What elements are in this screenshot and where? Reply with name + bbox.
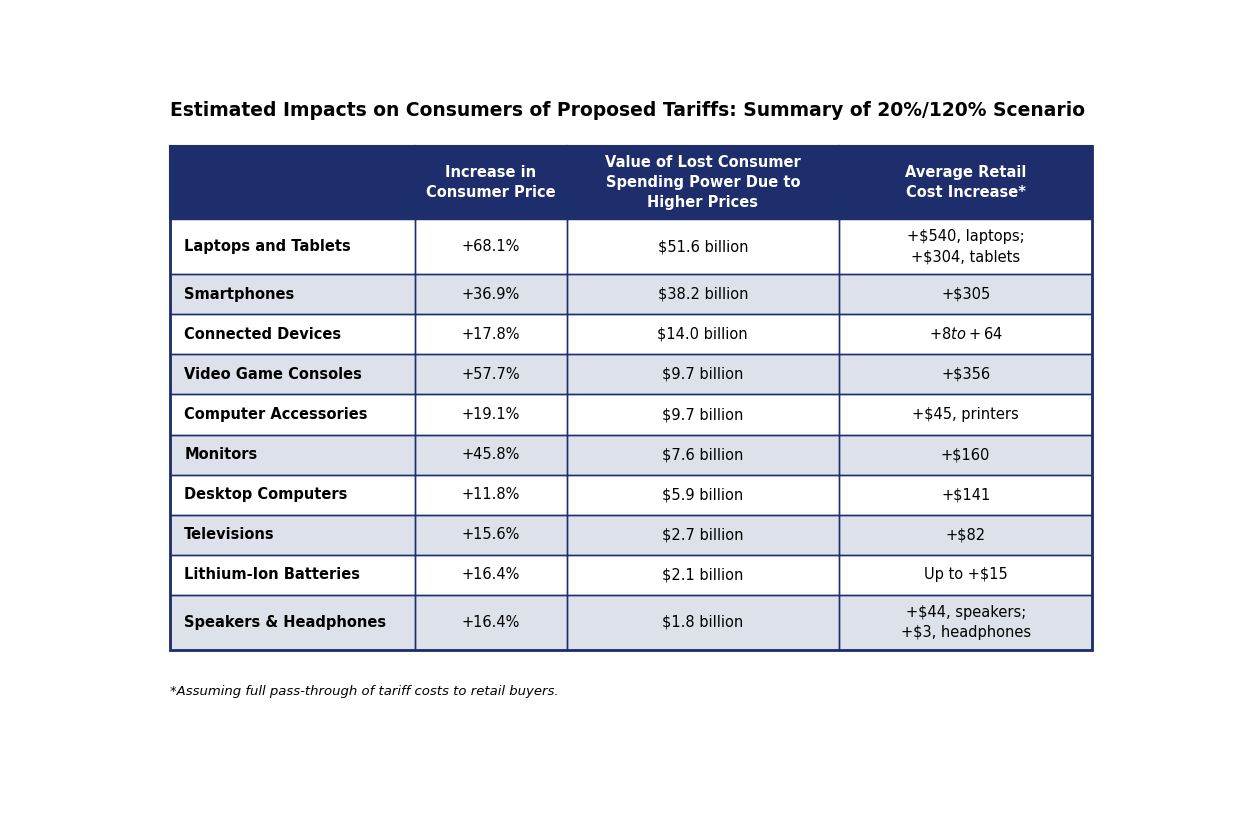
Text: $14.0 billion: $14.0 billion — [658, 327, 748, 342]
Bar — [415, 435, 566, 475]
Bar — [566, 315, 839, 355]
Bar — [839, 435, 1092, 475]
Text: $5.9 billion: $5.9 billion — [662, 487, 744, 502]
Text: Estimated Impacts on Consumers of Proposed Tariffs: Summary of 20%/120% Scenario: Estimated Impacts on Consumers of Propos… — [170, 101, 1085, 120]
Bar — [839, 395, 1092, 435]
Bar — [839, 315, 1092, 355]
Text: $9.7 billion: $9.7 billion — [662, 367, 744, 382]
Bar — [566, 595, 839, 650]
Text: Connected Devices: Connected Devices — [184, 327, 341, 342]
Bar — [839, 275, 1092, 315]
Bar — [839, 515, 1092, 555]
Text: Smartphones: Smartphones — [184, 287, 295, 302]
Text: +$44, speakers;
+$3, headphones: +$44, speakers; +$3, headphones — [900, 605, 1031, 640]
Text: *Assuming full pass-through of tariff costs to retail buyers.: *Assuming full pass-through of tariff co… — [170, 685, 559, 698]
Bar — [566, 515, 839, 555]
Text: Desktop Computers: Desktop Computers — [184, 487, 348, 502]
Text: +36.9%: +36.9% — [461, 287, 520, 302]
Text: Monitors: Monitors — [184, 447, 258, 462]
Bar — [170, 395, 415, 435]
Text: $1.8 billion: $1.8 billion — [662, 615, 744, 630]
Bar — [415, 555, 566, 595]
Bar — [170, 475, 415, 515]
Text: Lithium-Ion Batteries: Lithium-Ion Batteries — [184, 567, 360, 583]
Bar — [415, 395, 566, 435]
Text: +17.8%: +17.8% — [461, 327, 520, 342]
Text: +$141: +$141 — [941, 487, 990, 502]
Text: $7.6 billion: $7.6 billion — [662, 447, 744, 462]
Text: Televisions: Televisions — [184, 527, 275, 542]
Bar — [415, 355, 566, 395]
Bar — [566, 275, 839, 315]
Bar — [839, 555, 1092, 595]
Bar — [566, 555, 839, 595]
Text: $2.7 billion: $2.7 billion — [662, 527, 744, 542]
Text: +68.1%: +68.1% — [461, 239, 520, 254]
Text: Value of Lost Consumer
Spending Power Due to
Higher Prices: Value of Lost Consumer Spending Power Du… — [605, 155, 801, 210]
Text: Up to +$15: Up to +$15 — [924, 567, 1008, 583]
Bar — [170, 219, 415, 275]
Text: +11.8%: +11.8% — [461, 487, 520, 502]
Text: +16.4%: +16.4% — [461, 615, 520, 630]
Text: +19.1%: +19.1% — [461, 407, 520, 422]
Text: +$356: +$356 — [941, 367, 990, 382]
Bar — [566, 219, 839, 275]
Bar — [415, 595, 566, 650]
Text: Video Game Consoles: Video Game Consoles — [184, 367, 362, 382]
Bar — [566, 145, 839, 219]
Bar — [566, 355, 839, 395]
Bar — [566, 395, 839, 435]
Text: Speakers & Headphones: Speakers & Headphones — [184, 615, 386, 630]
Text: +$82: +$82 — [945, 527, 986, 542]
Text: Laptops and Tablets: Laptops and Tablets — [184, 239, 351, 254]
Text: $38.2 billion: $38.2 billion — [658, 287, 748, 302]
Text: +45.8%: +45.8% — [461, 447, 520, 462]
Text: +$8 to +$64: +$8 to +$64 — [929, 327, 1003, 342]
Bar — [566, 435, 839, 475]
Bar — [170, 145, 415, 219]
Bar — [415, 145, 566, 219]
Bar — [839, 475, 1092, 515]
Text: +$305: +$305 — [941, 287, 990, 302]
Bar — [170, 555, 415, 595]
Bar — [170, 315, 415, 355]
Text: +$160: +$160 — [941, 447, 990, 462]
Bar — [415, 315, 566, 355]
Bar — [170, 515, 415, 555]
Text: $51.6 billion: $51.6 billion — [658, 239, 748, 254]
Text: Average Retail
Cost Increase*: Average Retail Cost Increase* — [905, 165, 1026, 199]
Bar — [839, 595, 1092, 650]
Bar — [170, 355, 415, 395]
Bar — [415, 275, 566, 315]
Text: $2.1 billion: $2.1 billion — [662, 567, 744, 583]
Bar — [170, 435, 415, 475]
Bar — [415, 515, 566, 555]
Text: +$45, printers: +$45, printers — [912, 407, 1019, 422]
Bar — [415, 475, 566, 515]
Text: Computer Accessories: Computer Accessories — [184, 407, 368, 422]
Bar — [170, 595, 415, 650]
Bar — [566, 475, 839, 515]
Text: $9.7 billion: $9.7 billion — [662, 407, 744, 422]
Text: +$540, laptops;
+$304, tablets: +$540, laptops; +$304, tablets — [906, 230, 1025, 264]
Bar — [839, 355, 1092, 395]
Bar — [170, 275, 415, 315]
Bar — [415, 219, 566, 275]
Bar — [839, 145, 1092, 219]
Text: +15.6%: +15.6% — [461, 527, 520, 542]
Bar — [170, 145, 1092, 650]
Text: Increase in
Consumer Price: Increase in Consumer Price — [426, 165, 555, 199]
Text: +16.4%: +16.4% — [461, 567, 520, 583]
Text: +57.7%: +57.7% — [461, 367, 520, 382]
Bar — [839, 219, 1092, 275]
